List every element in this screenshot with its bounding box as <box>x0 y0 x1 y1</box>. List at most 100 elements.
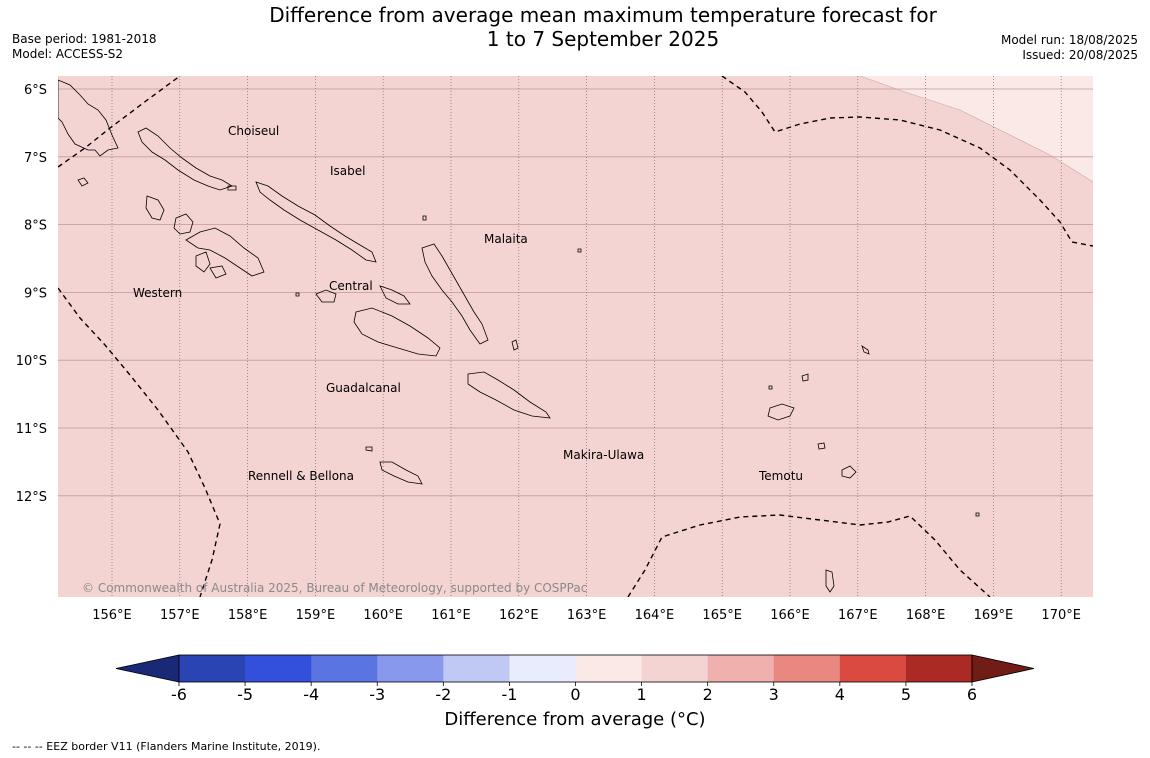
island-small-a <box>768 385 773 390</box>
colorbar-tick-label: -3 <box>369 685 385 700</box>
island-small-d <box>422 215 427 221</box>
island-russell <box>379 285 411 305</box>
chart-title: Difference from average mean maximum tem… <box>0 3 1150 51</box>
island-bougainville <box>58 79 119 157</box>
copyright-notice: © Commonwealth of Australia 2025, Bureau… <box>82 581 587 595</box>
island-anuta <box>825 569 835 593</box>
colorbar-tick-label: -5 <box>237 685 253 700</box>
coastlines <box>58 79 980 593</box>
colorbar-tick-label: -1 <box>501 685 517 700</box>
lat-label: 10°S <box>16 354 47 369</box>
lat-label: 9°S <box>24 286 47 301</box>
colorbar-tick-label: 6 <box>967 685 977 700</box>
colorbar-tick-label: 1 <box>636 685 646 700</box>
colorbar-segment <box>179 655 246 682</box>
model-run: Model run: 18/08/2025 <box>1000 33 1138 47</box>
lon-label: 167°E <box>838 608 878 623</box>
colorbar-segment <box>641 655 709 682</box>
colorbar-tick-label: 2 <box>703 685 713 700</box>
lighter-anomaly-region <box>860 76 1093 182</box>
colorbar-segment <box>575 655 643 682</box>
eez-border-north-east <box>721 76 1093 247</box>
colorbar-segment <box>707 655 775 682</box>
lon-label: 158°E <box>228 608 268 623</box>
title-line-1: Difference from average mean maximum tem… <box>269 3 937 27</box>
island-kolombangara <box>173 213 194 235</box>
island-makira <box>467 371 551 419</box>
label-temotu: Temotu <box>758 469 803 483</box>
island-vella-lavella <box>145 195 165 221</box>
island-ulawa <box>511 339 519 351</box>
label-central: Central <box>329 279 373 293</box>
lon-label: 162°E <box>499 608 539 623</box>
island-rennell <box>379 461 423 485</box>
colorbar-segment <box>443 655 510 682</box>
lon-label: 164°E <box>635 608 675 623</box>
island-vanikoro <box>841 465 857 479</box>
colorbar-tick-label: -4 <box>303 685 319 700</box>
island-ndeni <box>767 403 795 421</box>
island-duff <box>861 345 870 355</box>
colorbar-tick-label: 0 <box>570 685 580 700</box>
colorbar-tick-labels: -6 -5 -4 -3 -2 -1 0 1 2 3 4 5 6 <box>171 685 977 700</box>
label-choiseul: Choiseul <box>228 124 279 138</box>
colorbar-segment <box>905 655 973 682</box>
island-small-c <box>577 248 582 253</box>
colorbar-segment <box>245 655 312 682</box>
colorbar-tick-label: 5 <box>901 685 911 700</box>
base-period: Base period: 1981-2018 <box>12 32 157 46</box>
island-isabel <box>255 181 377 263</box>
colorbar-tick-label: -6 <box>171 685 187 700</box>
island-vangunu <box>209 265 227 279</box>
eez-borders <box>58 76 1093 597</box>
colorbar-tick-label: 3 <box>769 685 779 700</box>
map-background <box>58 76 1093 597</box>
eez-legend: -- -- -- EEZ border V11 (Flanders Marine… <box>12 740 321 753</box>
title-line-2: 1 to 7 September 2025 <box>486 27 720 51</box>
island-small-f <box>227 185 237 191</box>
lon-label: 161°E <box>431 608 471 623</box>
label-rennell-bellona: Rennell & Bellona <box>248 469 354 483</box>
lon-label: 170°E <box>1041 608 1081 623</box>
label-guadalcanal: Guadalcanal <box>326 381 401 395</box>
island-rendova <box>195 251 211 273</box>
island-new-georgia <box>185 227 265 277</box>
lon-label: 169°E <box>974 608 1014 623</box>
lat-label: 11°S <box>16 422 47 437</box>
island-guadalcanal <box>353 307 441 357</box>
eez-border-north-west <box>58 76 181 168</box>
colorbar-tick-label: 4 <box>835 685 845 700</box>
island-small-b <box>975 512 980 517</box>
forecast-map: Choiseul Isabel Malaita Western Central … <box>16 76 1093 700</box>
island-reef <box>801 373 809 382</box>
colorbar-tick-label: -2 <box>435 685 451 700</box>
label-malaita: Malaita <box>484 232 528 246</box>
island-tikopia <box>817 442 826 450</box>
lon-label: 157°E <box>160 608 200 623</box>
colorbar-segment <box>839 655 907 682</box>
label-makira-ulawa: Makira-Ulawa <box>563 448 644 462</box>
lon-label: 163°E <box>567 608 607 623</box>
colorbar-segment <box>773 655 841 682</box>
meta-left: Base period: 1981-2018 Model: ACCESS-S2 <box>12 32 157 62</box>
colorbar <box>115 654 1035 686</box>
colorbar-segment <box>509 655 576 682</box>
meta-right: Model run: 18/08/2025 Issued: 20/08/2025 <box>1001 33 1138 63</box>
colorbar-segment <box>311 655 378 682</box>
lat-label: 7°S <box>24 151 47 166</box>
island-small-e <box>295 292 300 297</box>
issued-date: Issued: 20/08/2025 <box>1022 48 1138 62</box>
colorbar-segment <box>377 655 444 682</box>
lon-label: 159°E <box>296 608 336 623</box>
colorbar-extension-high <box>971 654 1035 683</box>
eez-border-west <box>58 287 221 597</box>
colorbar-label: Difference from average (°C) <box>444 709 706 730</box>
lon-label: 166°E <box>770 608 810 623</box>
lat-label: 6°S <box>24 83 47 98</box>
island-florida <box>315 289 337 303</box>
province-labels: Choiseul Isabel Malaita Western Central … <box>133 124 803 483</box>
lon-label: 165°E <box>702 608 742 623</box>
island-shortland <box>77 177 89 187</box>
island-malaita <box>421 243 489 345</box>
lat-label: 12°S <box>16 490 47 505</box>
